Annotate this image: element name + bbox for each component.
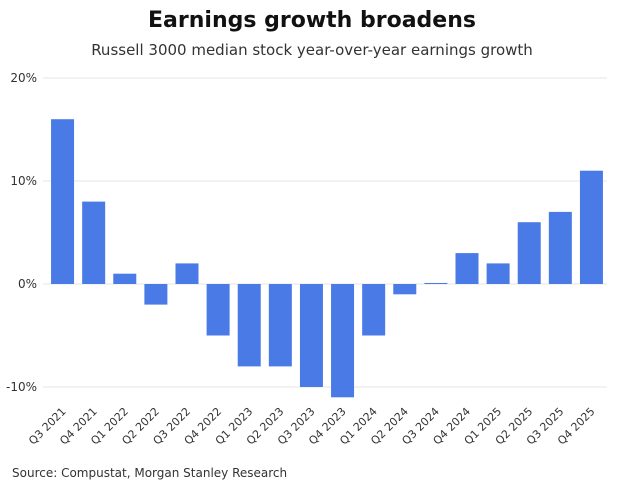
gridlines bbox=[43, 77, 607, 388]
bar-q4-2021 bbox=[82, 201, 106, 284]
bar-q1-2023 bbox=[237, 284, 261, 367]
y-tick-label: -10% bbox=[6, 380, 37, 394]
y-tick-label: 10% bbox=[10, 174, 37, 188]
bar-q2-2024 bbox=[393, 284, 417, 295]
bar-q3-2024 bbox=[424, 282, 448, 284]
bar-q4-2024 bbox=[455, 253, 479, 284]
y-tick-label: 20% bbox=[10, 71, 37, 85]
bar-q2-2025 bbox=[517, 222, 541, 284]
bar-q2-2022 bbox=[144, 284, 168, 305]
chart-subtitle: Russell 3000 median stock year-over-year… bbox=[91, 41, 533, 59]
bars bbox=[51, 119, 603, 398]
bar-q3-2023 bbox=[299, 284, 323, 387]
bar-q4-2025 bbox=[579, 170, 603, 284]
chart-title: Earnings growth broadens bbox=[148, 8, 476, 33]
bar-q1-2022 bbox=[113, 273, 137, 284]
bar-q3-2021 bbox=[51, 119, 75, 284]
bar-q4-2023 bbox=[331, 284, 355, 398]
bar-q4-2022 bbox=[206, 284, 230, 336]
bar-q3-2025 bbox=[548, 211, 572, 284]
bar-q3-2022 bbox=[175, 263, 199, 284]
bar-q1-2025 bbox=[486, 263, 510, 284]
source-note: Source: Compustat, Morgan Stanley Resear… bbox=[12, 466, 288, 480]
y-axis-ticks: 20% 10% 0% -10% bbox=[6, 71, 37, 394]
y-tick-label: 0% bbox=[18, 277, 37, 291]
bar-q1-2024 bbox=[362, 284, 386, 336]
bar-q2-2023 bbox=[268, 284, 292, 367]
